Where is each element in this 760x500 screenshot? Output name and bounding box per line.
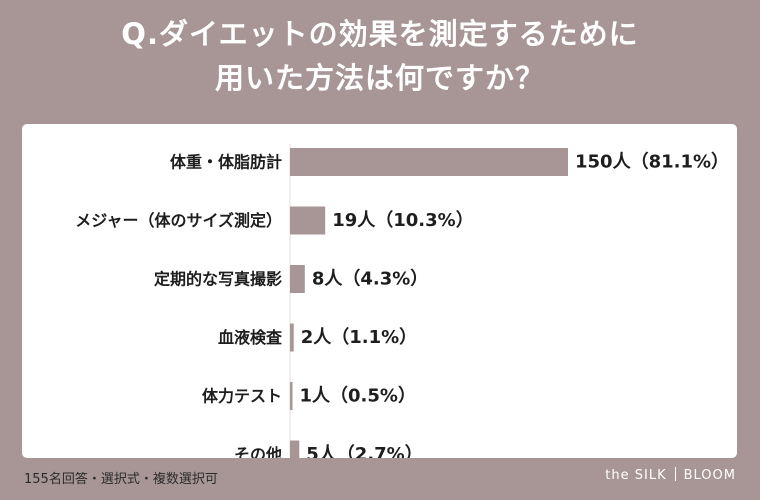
chart-title: Q.ダイエットの効果を測定するために 用いた方法は何ですか？ [0, 12, 760, 100]
footer-note: 155名回答・選択式・複数選択可 [24, 472, 218, 487]
brand-divider [674, 467, 676, 481]
category-label: メジャー（体のサイズ測定） [75, 211, 282, 230]
category-label: 体重・体脂肪計 [170, 153, 282, 172]
brand-left: the SILK [605, 468, 667, 483]
title-line-2: 用いた方法は何ですか？ [214, 61, 545, 95]
category-label: 体力テスト [202, 387, 282, 406]
bar [290, 323, 294, 352]
value-label: 8人（4.3%） [312, 269, 428, 290]
category-label: 血液検査 [218, 328, 282, 347]
brand-right: BLOOM [683, 468, 736, 483]
bar [290, 440, 300, 458]
bar [290, 382, 293, 410]
category-label: 定期的な写真撮影 [153, 270, 282, 289]
chart-card: 体重・体脂肪計 150人（81.1%） メジャー（体のサイズ測定） 19人（10.3%… [22, 124, 737, 458]
value-label: 150人（81.1%） [575, 152, 729, 173]
bar [290, 206, 326, 235]
title-line-1: Q.ダイエットの効果を測定するために [121, 17, 639, 51]
brand-logo: the SILK BLOOM [605, 467, 736, 483]
bar-chart: 体重・体脂肪計 150人（81.1%） メジャー（体のサイズ測定） 19人（10.3%… [75, 144, 729, 458]
value-label: 19人（10.3%） [332, 210, 474, 231]
value-label: 1人（0.5%） [300, 386, 416, 407]
category-label: その他 [234, 445, 282, 458]
bar [290, 148, 568, 176]
value-label: 5人（2.7%） [306, 444, 422, 458]
bar [290, 265, 305, 293]
value-label: 2人（1.1%） [301, 327, 417, 348]
